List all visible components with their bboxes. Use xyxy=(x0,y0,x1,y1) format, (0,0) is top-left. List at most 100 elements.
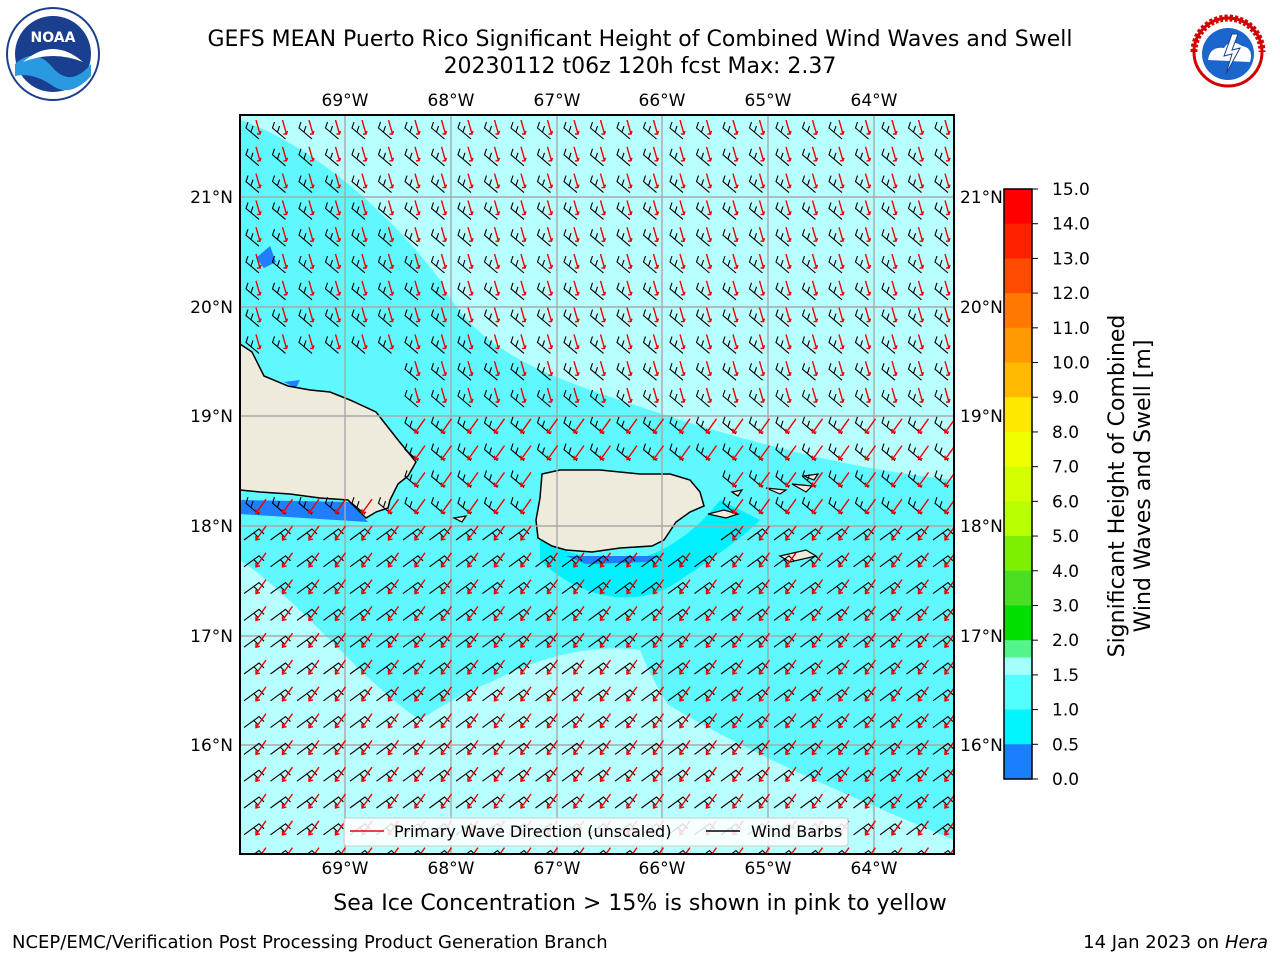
colorbar-segment xyxy=(1004,397,1032,433)
wind-barb xyxy=(298,497,313,515)
wind-barb xyxy=(457,148,472,167)
wind-barb xyxy=(457,363,472,381)
lon-label: 69°W xyxy=(322,859,369,879)
wave-arrow xyxy=(546,605,559,622)
wave-arrow xyxy=(811,471,824,488)
wave-arrow xyxy=(520,200,527,216)
wind-barb xyxy=(510,363,525,381)
wind-barb xyxy=(271,229,286,247)
wave-arrow xyxy=(387,307,395,323)
wind-barb xyxy=(881,255,896,274)
wave-arrow xyxy=(705,280,713,296)
wave-arrow xyxy=(467,361,474,376)
wind-barb xyxy=(377,229,392,247)
wave-arrow xyxy=(440,498,453,515)
wave-arrow xyxy=(287,847,294,854)
wave-arrow xyxy=(652,146,660,162)
wave-arrow xyxy=(599,605,612,622)
wind-barb xyxy=(828,363,843,381)
wave-band-0.5-1-hispaniola xyxy=(240,500,368,522)
wave-arrow xyxy=(573,605,585,622)
wave-arrow xyxy=(891,766,903,783)
wave-arrow xyxy=(891,498,903,515)
wave-arrow xyxy=(785,227,792,242)
wave-arrow xyxy=(361,227,368,242)
wind-barb xyxy=(669,363,684,381)
wave-arrow xyxy=(440,659,453,675)
wind-barb xyxy=(881,389,896,408)
wind-barb xyxy=(881,148,896,167)
wave-arrow xyxy=(944,387,951,403)
colorbar-tick-label: 0.0 xyxy=(1052,770,1079,790)
wind-barb xyxy=(775,416,790,435)
wave-arrow xyxy=(917,445,930,461)
wave-arrow xyxy=(652,605,665,622)
wave-arrow xyxy=(891,445,903,461)
wave-arrow xyxy=(414,361,421,376)
wave-arrow xyxy=(546,713,559,729)
wave-arrow xyxy=(414,471,426,488)
wave-arrow xyxy=(334,498,347,515)
wave-arrow xyxy=(711,847,718,854)
wave-arrow xyxy=(255,280,262,296)
wave-arrow xyxy=(626,119,633,135)
wave-arrow xyxy=(255,686,267,702)
wave-arrow xyxy=(493,418,506,434)
wind-barb xyxy=(563,202,578,220)
wave-arrow xyxy=(758,659,771,675)
wind-barb xyxy=(536,389,551,408)
wave-arrow xyxy=(917,334,925,350)
wave-arrow xyxy=(732,200,739,216)
wave-arrow xyxy=(599,766,612,783)
wind-barb xyxy=(669,389,684,408)
wave-arrow xyxy=(679,280,686,296)
wind-barb xyxy=(563,282,578,301)
wave-arrow xyxy=(573,307,580,323)
wave-arrow xyxy=(493,253,501,269)
wave-arrow xyxy=(440,686,453,702)
wave-arrow xyxy=(440,361,448,376)
colorbar-tick-label: 3.0 xyxy=(1052,596,1079,616)
wave-arrow xyxy=(361,334,368,350)
wind-barb xyxy=(483,175,498,194)
wind-barb xyxy=(271,255,286,274)
wave-arrow xyxy=(467,659,479,675)
wind-barb xyxy=(536,121,551,140)
wave-arrow xyxy=(573,739,585,756)
wave-arrow xyxy=(334,713,347,729)
lat-label: 18°N xyxy=(960,517,1003,537)
wind-barb xyxy=(722,121,737,140)
wave-arrow xyxy=(387,173,395,189)
wave-arrow xyxy=(573,713,585,729)
wave-arrow xyxy=(361,793,373,809)
wind-barb xyxy=(377,309,392,328)
wind-barb xyxy=(722,175,737,194)
wind-barb xyxy=(801,443,816,462)
wave-arrow xyxy=(684,847,691,854)
wind-barb xyxy=(616,121,631,140)
wave-arrow xyxy=(281,307,289,323)
wind-barb xyxy=(934,282,949,301)
lon-label: 65°W xyxy=(745,91,792,111)
noaa-logo: NOAA xyxy=(6,7,100,101)
wave-arrow xyxy=(599,173,607,189)
wind-barb xyxy=(642,336,657,354)
wave-arrow xyxy=(758,713,771,729)
wave-arrow xyxy=(811,525,824,541)
wind-barb xyxy=(404,389,419,408)
wave-arrow xyxy=(361,766,373,783)
wave-arrow xyxy=(891,146,898,162)
legend-wave-label: Primary Wave Direction (unscaled) xyxy=(394,822,671,841)
wave-arrow xyxy=(605,847,612,854)
wind-barb xyxy=(695,336,710,354)
wave-arrow xyxy=(440,579,453,595)
wind-barb xyxy=(536,175,551,194)
wind-barb xyxy=(404,121,419,140)
wind-barb xyxy=(483,336,498,354)
wave-arrow xyxy=(705,173,713,189)
wind-barb xyxy=(828,416,843,435)
wave-arrow xyxy=(599,280,607,296)
colorbar-tick-label: 4.0 xyxy=(1052,562,1079,582)
wind-barb xyxy=(748,202,763,220)
wind-barb xyxy=(430,175,445,194)
